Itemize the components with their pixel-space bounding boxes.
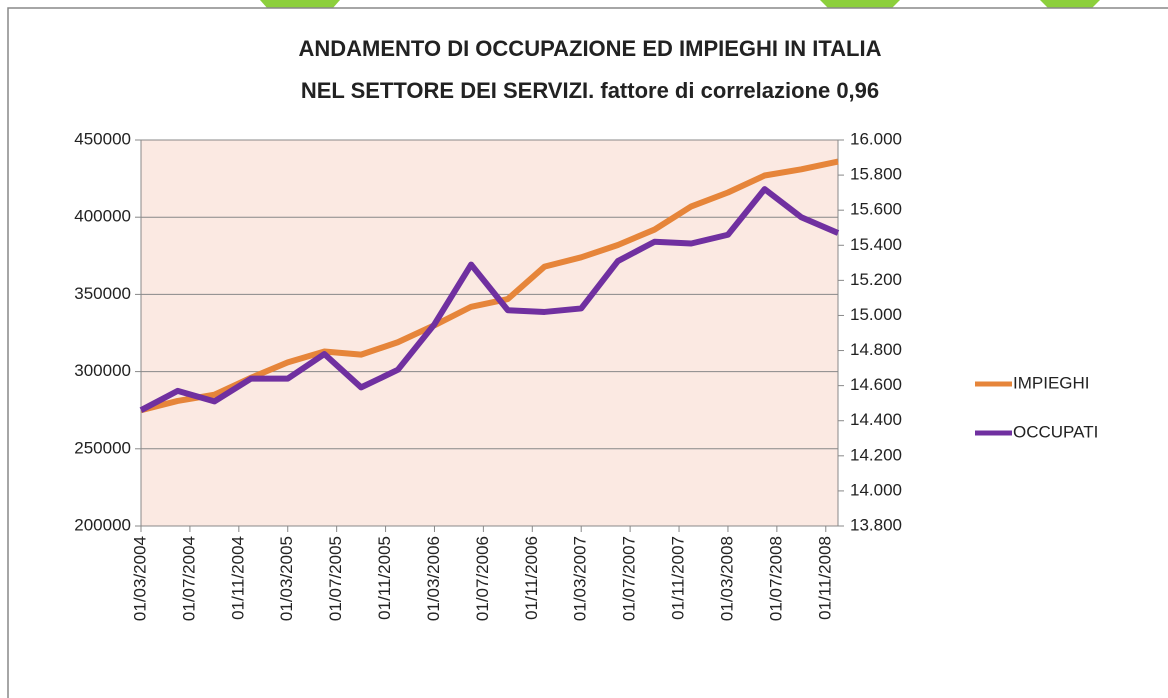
y2-tick-label: 16.000 [850,129,902,148]
chart-subtitle: NEL SETTORE DEI SERVIZI. fattore di corr… [301,78,879,103]
chart-title: ANDAMENTO DI OCCUPAZIONE ED IMPIEGHI IN … [298,36,881,61]
y2-tick-label: 15.000 [850,305,902,324]
y-tick-label: 400000 [74,207,131,226]
plot-area [141,140,838,526]
y2-tick-label: 15.200 [850,270,902,289]
series-line [139,186,840,413]
x-tick-label: 01/03/2004 [130,536,149,621]
x-tick-label: 01/03/2007 [571,536,590,621]
y2-tick-label: 14.200 [850,445,902,464]
y2-tick-label: 15.800 [850,165,902,184]
y2-tick-label: 14.000 [850,480,902,499]
y2-tick-label: 14.600 [850,375,902,394]
x-tick-label: 01/03/2008 [717,536,736,621]
y2-tick-label: 14.800 [850,340,902,359]
y2-tick-label: 15.600 [850,200,902,219]
x-tick-label: 01/11/2004 [228,536,247,620]
x-tick-label: 01/07/2005 [326,536,345,621]
x-tick-label: 01/11/2007 [669,536,688,620]
x-tick-label: 01/03/2005 [277,536,296,621]
x-tick-label: 01/07/2007 [620,536,639,621]
x-tick-label: 01/11/2006 [522,536,541,620]
legend-label: OCCUPATI [1013,422,1098,441]
x-tick-label: 01/11/2008 [815,536,834,620]
y-tick-label: 250000 [74,438,131,457]
y2-tick-label: 14.400 [850,410,902,429]
x-tick-label: 01/07/2008 [766,536,785,621]
y-tick-label: 350000 [74,284,131,303]
y-tick-label: 300000 [74,361,131,380]
series-line [140,158,839,414]
y2-tick-label: 15.400 [850,235,902,254]
x-tick-label: 01/03/2006 [424,536,443,621]
y2-tick-label: 13.800 [850,515,902,534]
y-tick-label: 200000 [74,515,131,534]
legend-label: IMPIEGHI [1013,373,1090,392]
y-tick-label: 450000 [74,129,131,148]
x-tick-label: 01/07/2004 [179,536,198,621]
x-tick-label: 01/11/2005 [375,536,394,620]
x-tick-label: 01/07/2006 [473,536,492,621]
